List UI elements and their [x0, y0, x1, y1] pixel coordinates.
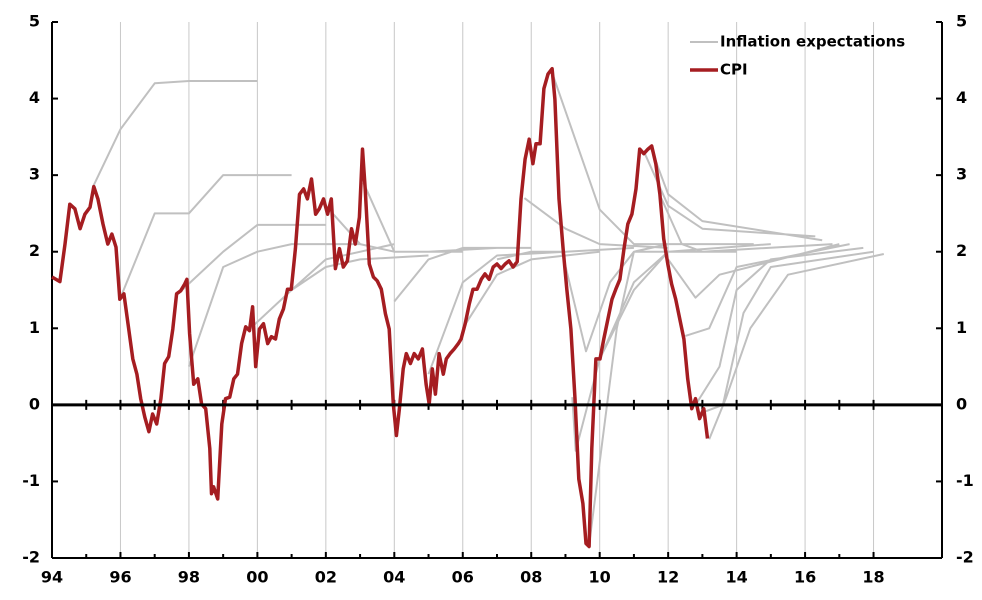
x-tick-label: 14 — [725, 568, 747, 587]
y2-tick-label: 5 — [956, 12, 967, 31]
x-tick-label: 16 — [794, 568, 816, 587]
series-line — [51, 66, 710, 549]
y2-tick-label: 4 — [956, 88, 967, 107]
x-tick-label: 12 — [657, 568, 679, 587]
y-tick-label: -1 — [22, 471, 40, 490]
y2-tick-label: 1 — [956, 318, 967, 337]
y-tick-label: 5 — [29, 12, 40, 31]
x-tick-label: 08 — [520, 568, 542, 587]
legend-label: CPI — [720, 61, 748, 79]
y2-tick-label: 2 — [956, 241, 967, 260]
x-tick-label: 18 — [862, 568, 884, 587]
y2-tick-label: 3 — [956, 165, 967, 184]
x-tick-label: 94 — [41, 568, 63, 587]
x-tick-label: 02 — [315, 568, 337, 587]
y-tick-label: 0 — [29, 394, 40, 413]
x-tick-label: 06 — [452, 568, 474, 587]
legend-label: Inflation expectations — [720, 33, 905, 51]
y-tick-label: 3 — [29, 165, 40, 184]
x-tick-label: 96 — [109, 568, 131, 587]
x-tick-label: 10 — [589, 568, 611, 587]
y-tick-label: 4 — [29, 88, 40, 107]
y-tick-label: 1 — [29, 318, 40, 337]
y-tick-label: -2 — [22, 548, 40, 567]
y2-tick-label: 0 — [956, 394, 967, 413]
y2-tick-label: -1 — [956, 471, 974, 490]
y-tick-label: 2 — [29, 241, 40, 260]
y2-tick-label: -2 — [956, 548, 974, 567]
x-tick-label: 04 — [383, 568, 405, 587]
x-tick-label: 00 — [246, 568, 268, 587]
x-tick-label: 98 — [178, 568, 200, 587]
